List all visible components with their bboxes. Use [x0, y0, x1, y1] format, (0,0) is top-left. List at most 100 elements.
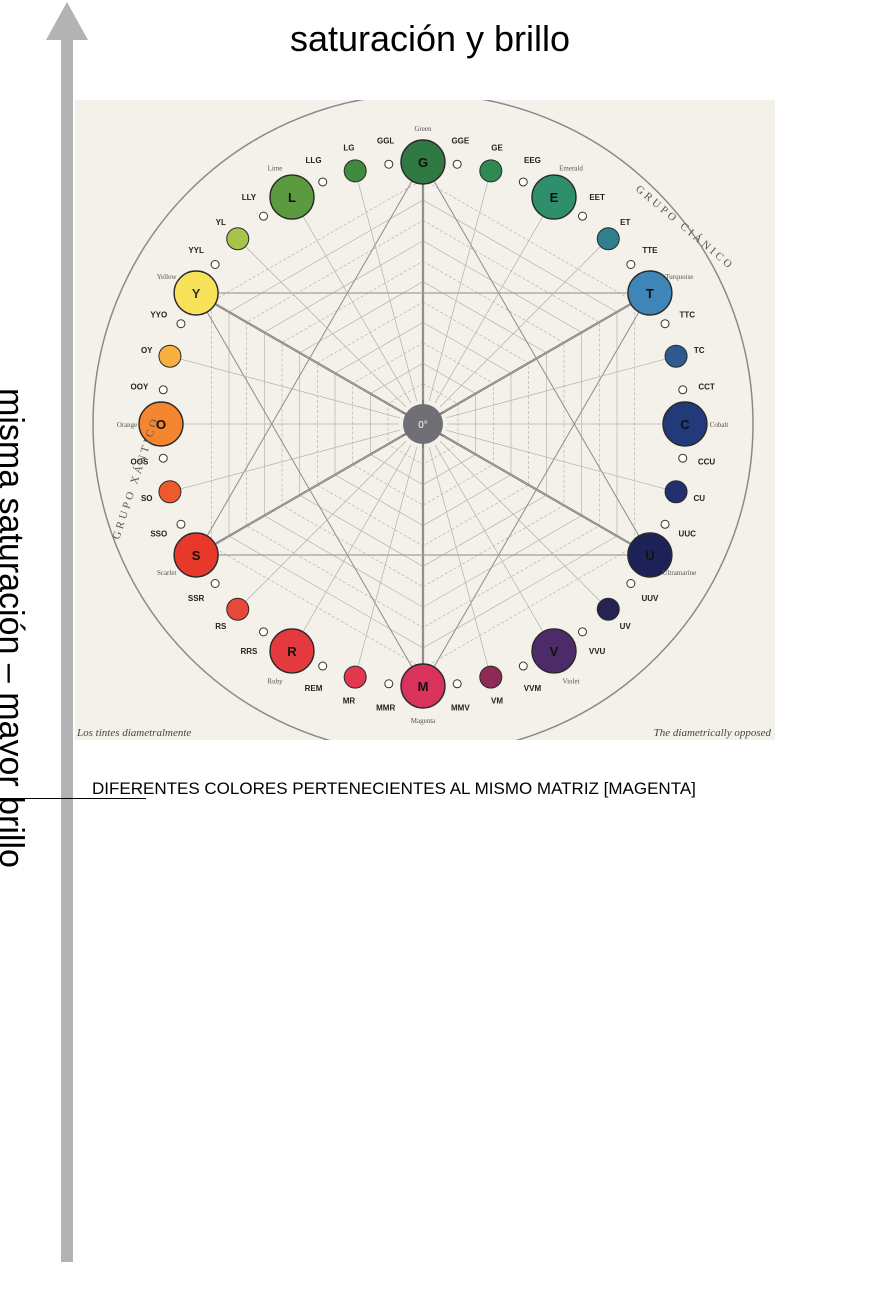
- hue-label-cu: CU: [693, 494, 705, 503]
- hue-node-yyl: [210, 260, 220, 270]
- hue-label-ge: GE: [491, 144, 503, 153]
- hue-node-eeg: [518, 177, 528, 187]
- hue-node-g: [400, 139, 446, 185]
- hue-label-e: E: [550, 190, 559, 205]
- hue-node-eet: [577, 211, 587, 221]
- hue-spoke: [439, 440, 609, 610]
- group-name-ruby: Ruby: [267, 677, 283, 685]
- hue-label-oos: OOS: [131, 457, 149, 466]
- hue-node-sso: [176, 519, 186, 529]
- hue-node-uuc: [660, 519, 670, 529]
- hue-node-oos: [158, 453, 168, 463]
- hue-label-ooy: OOY: [131, 383, 149, 392]
- hue-label-vm: VM: [491, 696, 503, 705]
- hue-spoke: [195, 435, 403, 556]
- hue-label-uuv: UUV: [641, 594, 659, 603]
- group-name-ultramarine: Ultramarine: [662, 569, 696, 577]
- hue-spoke: [446, 355, 677, 419]
- axis-arrowhead: [46, 2, 88, 40]
- hue-label-r: R: [287, 644, 297, 659]
- hue-label-tc: TC: [694, 346, 705, 355]
- group-name-emerald: Emerald: [559, 165, 583, 173]
- hue-label-et: ET: [620, 218, 630, 227]
- axis-arrow: [61, 38, 73, 1262]
- group-name-lime: Lime: [268, 165, 283, 173]
- page-title: saturación y brillo: [289, 18, 571, 59]
- corner-note-right: The diametrically opposed: [654, 727, 772, 739]
- hue-node-rrs: [259, 627, 269, 637]
- hue-node-yyo: [176, 319, 186, 329]
- neutral-center: [403, 404, 443, 444]
- hue-node-m: [400, 663, 446, 709]
- hue-label-cct: CCT: [698, 383, 715, 392]
- hue-node-mmv: [452, 679, 462, 689]
- hue-spoke: [237, 440, 407, 610]
- hue-label-t: T: [646, 286, 654, 301]
- hue-node-vvm: [518, 661, 528, 671]
- group-name-yellow: Yellow: [157, 273, 178, 281]
- hue-spoke: [443, 435, 651, 556]
- hue-spoke: [237, 238, 407, 408]
- hue-node-yl: [226, 227, 250, 251]
- hue-spoke: [169, 355, 400, 419]
- hue-spokes: [161, 162, 685, 686]
- hue-spoke: [354, 170, 418, 401]
- hue-node-c: [662, 401, 708, 447]
- group-names: Green Emerald Turquoise Cobalt Ultramarine Vi…: [117, 125, 729, 725]
- hue-node-vm: [479, 665, 503, 689]
- hue-node-so: [158, 480, 182, 504]
- hue-label-c: C: [680, 417, 690, 432]
- hue-node-y: [173, 270, 219, 316]
- hue-node-uuv: [626, 578, 636, 588]
- hue-node-s: [173, 532, 219, 578]
- hue-label-ttc: TTC: [679, 311, 695, 320]
- hue-label-g: G: [418, 155, 428, 170]
- hue-label-v: V: [550, 644, 559, 659]
- hue-node-rem: [318, 661, 328, 671]
- hue-node-lg: [343, 159, 367, 183]
- hue-node-v: [531, 628, 577, 674]
- hue-spoke: [354, 447, 418, 678]
- hue-node-llg: [318, 177, 328, 187]
- hue-node-tc: [664, 344, 688, 368]
- hue-label-gge: GGE: [451, 136, 469, 145]
- hue-spoke: [434, 444, 555, 652]
- hue-label-lg: LG: [343, 144, 354, 153]
- hue-spoke: [291, 196, 412, 404]
- group-name-violet: Violet: [562, 677, 579, 685]
- hue-label-y: Y: [192, 286, 201, 301]
- group-name-cobalt: Cobalt: [710, 421, 729, 429]
- hue-spoke: [428, 170, 492, 401]
- hue-node-u: [627, 532, 673, 578]
- group-name-magenta: Magenta: [411, 717, 436, 725]
- group-name-green: Green: [414, 125, 432, 133]
- hue-label-uuc: UUC: [679, 529, 697, 538]
- hue-spoke: [428, 447, 492, 678]
- hue-label-vvm: VVM: [524, 684, 542, 693]
- vertical-axis-label: misma saturación – mayor brillo: [0, 388, 30, 868]
- hue-label-o: O: [156, 417, 166, 432]
- corner-note-left: Los tintes diametralmente: [76, 727, 191, 739]
- hue-label-ggl: GGL: [377, 136, 394, 145]
- hue-label-tte: TTE: [642, 246, 658, 255]
- hue-label-eeg: EEG: [524, 156, 541, 165]
- hue-node-rs: [226, 597, 250, 621]
- hue-node-o: [138, 401, 184, 447]
- color-wheel-diagram: G GGE GE EEG E EET ET TTE T TTC TC CCT C CCU CU UUC U UUV…: [75, 100, 775, 740]
- hue-node-cu: [664, 480, 688, 504]
- hue-label-mr: MR: [343, 696, 356, 705]
- hue-label-yyo: YYO: [150, 311, 167, 320]
- hue-label-rs: RS: [215, 622, 227, 631]
- hue-node-ssr: [210, 578, 220, 588]
- hue-node-lly: [259, 211, 269, 221]
- hue-label-mmv: MMV: [451, 704, 470, 713]
- hue-node-mmr: [384, 679, 394, 689]
- hue-label-l: L: [288, 190, 296, 205]
- hue-label-ssr: SSR: [188, 594, 205, 603]
- hue-spoke: [169, 429, 400, 493]
- hue-node-uv: [596, 597, 620, 621]
- hue-spoke: [291, 444, 412, 652]
- hue-label-so: SO: [141, 494, 153, 503]
- hue-node-l: [269, 174, 315, 220]
- hue-label-m: M: [418, 679, 429, 694]
